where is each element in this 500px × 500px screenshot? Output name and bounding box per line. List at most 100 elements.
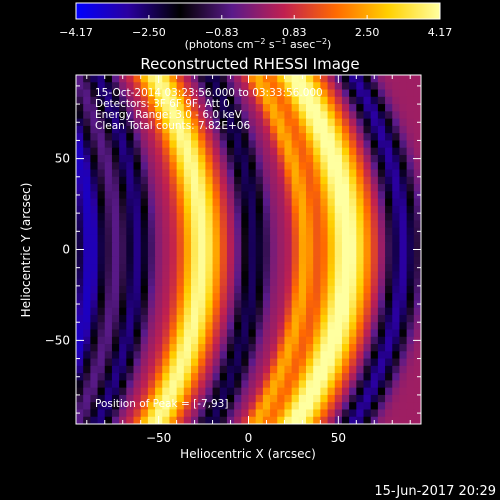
- heatmap-pixel: [176, 213, 185, 222]
- heatmap-pixel: [176, 314, 185, 323]
- heatmap-pixel: [183, 307, 192, 316]
- heatmap-pixel: [392, 176, 401, 185]
- heatmap-pixel: [205, 213, 214, 222]
- heatmap-pixel: [334, 394, 343, 403]
- heatmap-pixel: [298, 264, 307, 272]
- heatmap-pixel: [191, 125, 199, 134]
- heatmap-pixel: [413, 96, 421, 105]
- heatmap-pixel: [255, 75, 264, 83]
- heatmap-pixel: [169, 365, 178, 374]
- heatmap-pixel: [212, 278, 221, 287]
- heatmap-pixel: [334, 213, 343, 222]
- heatmap-pixel: [169, 329, 178, 338]
- heatmap-pixel: [147, 351, 156, 360]
- heatmap-pixel: [104, 365, 113, 374]
- heatmap-pixel: [183, 154, 192, 163]
- heatmap-pixel: [370, 358, 379, 367]
- heatmap-pixel: [262, 322, 271, 331]
- heatmap-pixel: [76, 416, 84, 424]
- heatmap-pixel: [363, 191, 372, 200]
- heatmap-pixel: [191, 322, 199, 331]
- heatmap-pixel: [277, 322, 286, 331]
- heatmap-pixel: [284, 278, 293, 287]
- heatmap-pixel: [234, 162, 242, 171]
- heatmap-pixel: [104, 96, 113, 105]
- heatmap-pixel: [133, 365, 142, 374]
- heatmap-pixel: [155, 140, 163, 149]
- heatmap-pixel: [83, 133, 91, 142]
- heatmap-pixel: [320, 314, 329, 323]
- heatmap-pixel: [291, 89, 300, 98]
- heatmap-pixel: [262, 82, 271, 91]
- heatmap-pixel: [370, 176, 379, 185]
- heatmap-pixel: [183, 271, 192, 280]
- heatmap-pixel: [356, 147, 365, 156]
- heatmap-pixel: [183, 394, 192, 403]
- heatmap-pixel: [155, 307, 163, 316]
- heatmap-pixel: [133, 322, 142, 331]
- heatmap-pixel: [349, 162, 357, 171]
- heatmap-pixel: [262, 118, 271, 127]
- heatmap-pixel: [162, 300, 171, 309]
- heatmap-pixel: [284, 293, 293, 301]
- heatmap-pixel: [90, 293, 99, 301]
- heatmap-pixel: [147, 358, 156, 367]
- heatmap-pixel: [241, 154, 250, 163]
- heatmap-pixel: [241, 387, 250, 396]
- heatmap-pixel: [320, 285, 329, 294]
- heatmap-pixel: [320, 402, 329, 411]
- heatmap-pixel: [155, 329, 163, 338]
- heatmap-pixel: [119, 154, 127, 163]
- heatmap-pixel: [248, 111, 257, 120]
- heatmap-pixel: [413, 234, 421, 243]
- heatmap-pixel: [291, 82, 300, 91]
- heatmap-pixel: [83, 271, 91, 280]
- heatmap-pixel: [97, 82, 106, 91]
- heatmap-pixel: [212, 351, 221, 360]
- heatmap-pixel: [90, 278, 99, 287]
- heatmap-pixel: [169, 380, 178, 389]
- heatmap-pixel: [248, 271, 257, 280]
- heatmap-pixel: [90, 89, 99, 98]
- heatmap-pixel: [162, 220, 171, 229]
- heatmap-pixel: [385, 242, 393, 251]
- heatmap-pixel: [241, 344, 250, 352]
- heatmap-pixel: [234, 278, 242, 287]
- heatmap-pixel: [90, 373, 99, 381]
- heatmap-pixel: [169, 184, 178, 192]
- heatmap-pixel: [169, 220, 178, 229]
- heatmap-pixel: [385, 176, 393, 185]
- heatmap-pixel: [320, 256, 329, 265]
- heatmap-pixel: [183, 380, 192, 389]
- heatmap-pixel: [298, 191, 307, 200]
- heatmap-pixel: [76, 314, 84, 323]
- heatmap-pixel: [147, 307, 156, 316]
- heatmap-pixel: [234, 336, 242, 345]
- heatmap-pixel: [183, 213, 192, 222]
- heatmap-pixel: [176, 365, 185, 374]
- heatmap-pixel: [291, 176, 300, 185]
- heatmap-pixel: [83, 125, 91, 134]
- heatmap-pixel: [241, 104, 250, 112]
- heatmap-pixel: [363, 198, 372, 207]
- heatmap-pixel: [363, 147, 372, 156]
- heatmap-pixel: [248, 358, 257, 367]
- heatmap-pixel: [349, 147, 357, 156]
- heatmap-pixel: [320, 140, 329, 149]
- heatmap-pixel: [341, 358, 350, 367]
- heatmap-pixel: [363, 234, 372, 243]
- heatmap-pixel: [205, 75, 214, 83]
- heatmap-pixel: [363, 154, 372, 163]
- heatmap-pixel: [76, 125, 84, 134]
- heatmap-pixel: [119, 271, 127, 280]
- heatmap-pixel: [262, 373, 271, 381]
- heatmap-pixel: [104, 140, 113, 149]
- heatmap-pixel: [306, 278, 314, 287]
- heatmap-pixel: [140, 75, 149, 83]
- heatmap-pixel: [133, 198, 142, 207]
- heatmap-pixel: [284, 380, 293, 389]
- heatmap-pixel: [183, 242, 192, 251]
- heatmap-pixel: [363, 380, 372, 389]
- heatmap-pixel: [140, 147, 149, 156]
- heatmap-pixel: [262, 191, 271, 200]
